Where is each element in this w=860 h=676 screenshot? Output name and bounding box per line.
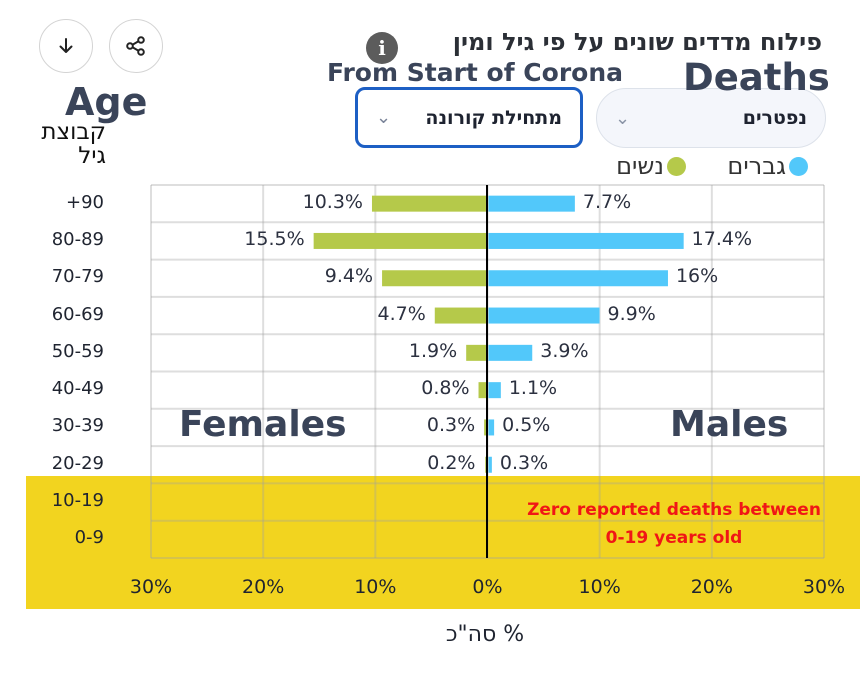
value-label-females: 15.5%	[244, 228, 304, 250]
age-category-label: 30-39	[52, 415, 104, 436]
value-label-males: 0.5%	[502, 414, 550, 436]
age-category-label: 20-29	[52, 453, 104, 474]
bar-males[interactable]	[489, 196, 575, 212]
x-tick-label: 30%	[130, 576, 172, 598]
value-label-females: 0.3%	[427, 414, 475, 436]
value-label-females: 10.3%	[303, 191, 363, 213]
x-axis-title: % סה"כ	[400, 622, 570, 647]
age-category-label: 70-79	[52, 266, 104, 287]
bar-males[interactable]	[489, 382, 501, 398]
value-label-males: 9.9%	[608, 303, 656, 325]
age-category-label: 80-89	[52, 229, 104, 250]
bar-females[interactable]	[314, 233, 488, 249]
bar-females[interactable]	[435, 308, 488, 324]
bar-females[interactable]	[382, 270, 487, 286]
value-label-females: 0.8%	[421, 377, 469, 399]
age-category-label: 40-49	[52, 378, 104, 399]
age-category-label: +90	[66, 192, 104, 213]
value-label-males: 0.3%	[500, 452, 548, 474]
age-category-label: 0-9	[75, 527, 104, 548]
bar-males[interactable]	[489, 419, 495, 435]
bar-males[interactable]	[489, 270, 668, 286]
value-label-females: 4.7%	[378, 303, 426, 325]
x-tick-label: 20%	[242, 576, 284, 598]
overlay-females: Females	[179, 404, 347, 445]
value-label-females: 0.2%	[427, 452, 475, 474]
bar-males[interactable]	[489, 457, 492, 473]
zero-deaths-note-line1: Zero reported deaths between	[510, 496, 838, 524]
bar-females[interactable]	[372, 196, 488, 212]
age-category-label: 10-19	[52, 490, 104, 511]
age-category-label: 50-59	[52, 341, 104, 362]
zero-deaths-note: Zero reported deaths between 0-19 years …	[510, 496, 838, 552]
x-tick-label: 10%	[354, 576, 396, 598]
value-label-males: 1.1%	[509, 377, 557, 399]
x-tick-label: 30%	[803, 576, 845, 598]
bar-males[interactable]	[489, 345, 533, 361]
x-tick-label: 10%	[579, 576, 621, 598]
zero-deaths-note-line2: 0-19 years old	[510, 524, 838, 552]
age-category-label: 60-69	[52, 304, 104, 325]
x-tick-label: 0%	[472, 576, 502, 598]
value-label-females: 1.9%	[409, 340, 457, 362]
bar-females[interactable]	[466, 345, 487, 361]
value-label-males: 3.9%	[540, 340, 588, 362]
value-label-males: 7.7%	[583, 191, 631, 213]
value-label-males: 17.4%	[692, 228, 752, 250]
overlay-males: Males	[670, 404, 788, 445]
value-label-males: 16%	[676, 265, 718, 287]
bar-males[interactable]	[489, 233, 684, 249]
value-label-females: 9.4%	[325, 265, 373, 287]
x-tick-label: 20%	[691, 576, 733, 598]
bar-males[interactable]	[489, 308, 600, 324]
